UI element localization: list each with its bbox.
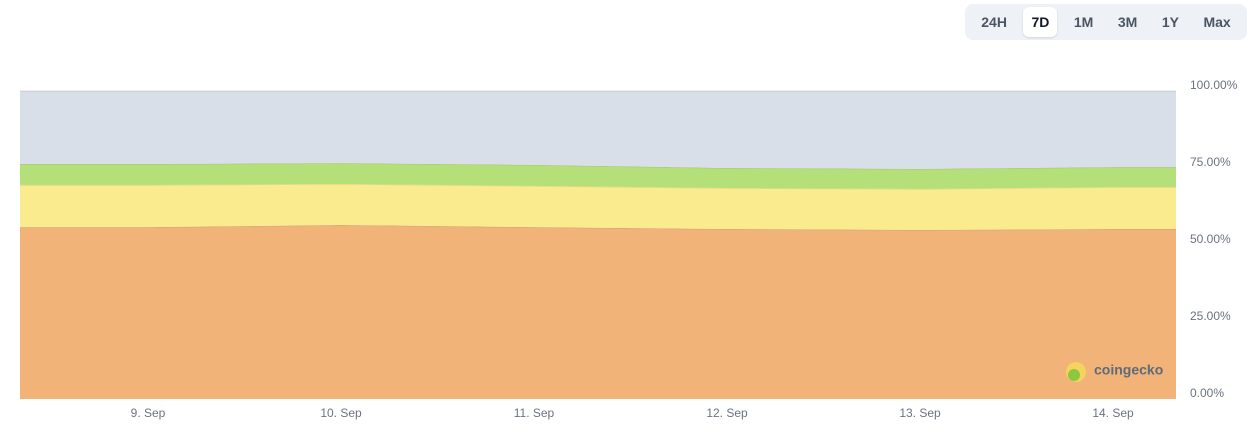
range-button[interactable]: 7D — [1023, 7, 1058, 37]
y-tick-label: 25.00% — [1190, 309, 1231, 323]
x-tick-label: 12. Sep — [706, 406, 748, 420]
x-tick-label: 14. Sep — [1092, 406, 1134, 420]
range-button[interactable]: 3M — [1117, 14, 1138, 30]
area-edge — [20, 227, 149, 399]
area-edge — [20, 91, 149, 164]
range-selector: 24H 7D 1M 3M 1Y Max — [965, 4, 1247, 40]
area-edge — [1112, 91, 1176, 168]
area-edge — [20, 184, 149, 228]
range-button[interactable]: 24H — [981, 14, 1007, 30]
area — [148, 91, 1113, 169]
watermark-icon-inner — [1068, 369, 1080, 381]
area-edge — [1112, 228, 1176, 399]
x-tick-label: 11. Sep — [514, 406, 555, 420]
area — [148, 184, 1113, 230]
y-tick-label: 50.00% — [1190, 232, 1231, 246]
y-tick-label: 100.00% — [1190, 78, 1238, 92]
area — [148, 163, 1113, 189]
watermark: coingecko — [1066, 362, 1163, 382]
area-edge — [20, 163, 149, 185]
x-tick-label: 13. Sep — [899, 406, 941, 420]
y-tick-label: 75.00% — [1190, 155, 1231, 169]
range-button[interactable]: 1M — [1073, 14, 1094, 30]
area-edge — [1112, 187, 1176, 229]
range-button[interactable]: 1Y — [1161, 14, 1179, 30]
watermark-text: coingecko — [1094, 362, 1163, 378]
area-edge — [1112, 167, 1176, 188]
x-tick-label: 10. Sep — [320, 406, 362, 420]
range-button[interactable]: Max — [1203, 14, 1231, 30]
x-tick-label: 9. Sep — [131, 406, 166, 420]
area — [148, 224, 1113, 399]
y-tick-label: 0.00% — [1190, 386, 1224, 400]
